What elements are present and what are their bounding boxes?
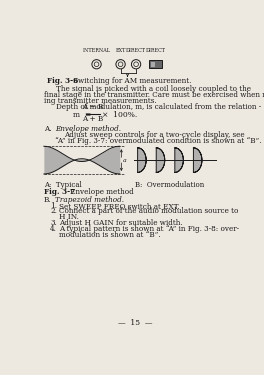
Text: Fig. 3-7: Fig. 3-7 xyxy=(44,188,75,196)
Text: A:  Typical: A: Typical xyxy=(44,181,82,189)
Text: m  =: m = xyxy=(73,111,92,119)
Text: H IN.: H IN. xyxy=(59,213,78,221)
Polygon shape xyxy=(194,148,202,172)
Bar xyxy=(149,60,162,68)
Text: A.: A. xyxy=(44,125,51,133)
Text: Envelope method.: Envelope method. xyxy=(55,125,121,133)
Text: EXT: EXT xyxy=(115,48,126,53)
Text: 2.: 2. xyxy=(50,207,57,216)
Text: ×  100%.: × 100%. xyxy=(102,111,137,119)
Polygon shape xyxy=(138,148,146,172)
Text: INTERNAL: INTERNAL xyxy=(83,48,111,53)
Text: Trapezoid method.: Trapezoid method. xyxy=(55,195,124,204)
Text: 3.: 3. xyxy=(50,219,57,227)
Polygon shape xyxy=(175,148,183,172)
Text: DIRECT: DIRECT xyxy=(145,48,166,53)
Text: Switching for AM measurement.: Switching for AM measurement. xyxy=(64,77,191,86)
Bar xyxy=(151,62,155,67)
Text: The signal is picked with a coil loosely coupled to the: The signal is picked with a coil loosely… xyxy=(56,85,251,93)
Text: DIRECT: DIRECT xyxy=(126,48,146,53)
Text: modulation is shown at “B”.: modulation is shown at “B”. xyxy=(59,231,160,238)
Text: 4.: 4. xyxy=(50,225,57,233)
Text: B:  Overmodulation: B: Overmodulation xyxy=(135,181,205,189)
Text: B.: B. xyxy=(44,195,51,204)
Text: —  15  —: — 15 — xyxy=(118,319,153,327)
Text: a: a xyxy=(123,158,127,163)
Text: Set SWEEP FREQ switch at EXT.: Set SWEEP FREQ switch at EXT. xyxy=(59,202,179,210)
Text: Adjust sweep controls for a two-cycle display, see: Adjust sweep controls for a two-cycle di… xyxy=(64,131,245,139)
Text: Adjust H GAIN for suitable width.: Adjust H GAIN for suitable width. xyxy=(59,219,182,227)
Polygon shape xyxy=(156,148,165,172)
Text: “A” in Fig. 3-7: overmodulated condition is shown at “B”.: “A” in Fig. 3-7: overmodulated condition… xyxy=(55,137,261,145)
Text: 1.: 1. xyxy=(50,202,57,210)
Text: final stage in the transmitter. Care must be exercised when mak-: final stage in the transmitter. Care mus… xyxy=(44,91,264,99)
Text: A + B: A + B xyxy=(82,115,103,123)
Text: A typical pattern is shown at “A” in Fig. 3-8: over-: A typical pattern is shown at “A” in Fig… xyxy=(59,225,239,233)
Text: A − B: A − B xyxy=(82,103,103,111)
Text: ing transmitter measurements.: ing transmitter measurements. xyxy=(44,97,157,105)
Text: Depth of modulation, m, is calculated from the relation -: Depth of modulation, m, is calculated fr… xyxy=(56,103,262,111)
Text: Fig. 3-6: Fig. 3-6 xyxy=(47,77,78,86)
Text: Connect a part of the audio modulation source to: Connect a part of the audio modulation s… xyxy=(59,207,238,216)
Text: Envelope method: Envelope method xyxy=(61,188,134,196)
